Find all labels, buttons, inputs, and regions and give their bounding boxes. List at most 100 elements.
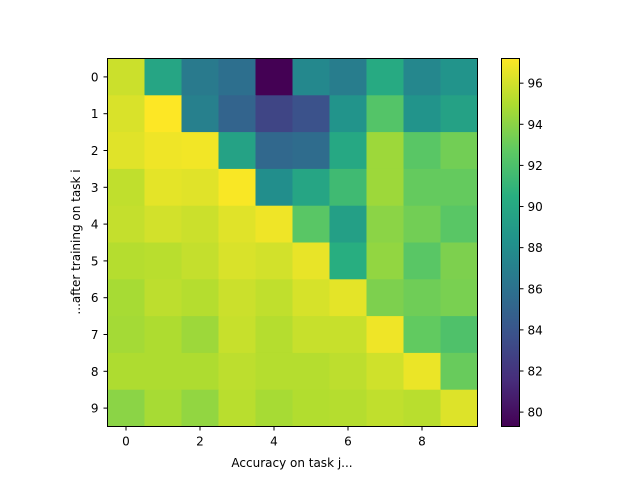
colorbar-tick-label: 82 [528,364,543,378]
heatmap-cell [181,352,219,391]
heatmap-cell [181,242,219,280]
heatmap-cell [329,132,367,170]
heatmap-cell [329,242,367,280]
heatmap-cell [107,352,145,391]
heatmap-cell [329,168,367,207]
heatmap-cell [181,389,219,427]
heatmap-cell [403,389,441,427]
heatmap-cell [292,168,330,207]
heatmap-cell [218,242,256,280]
x-tick-label: 2 [196,435,204,449]
y-tick-label: 2 [91,144,99,158]
heatmap-cell [292,279,330,317]
heatmap-cell [440,352,478,391]
heatmap-cell [440,132,478,170]
heatmap-cell [403,242,441,280]
x-tick-label: 6 [344,435,352,449]
y-tick-label: 4 [91,218,99,232]
heatmap-cell [181,132,219,170]
heatmap-cell [366,279,404,317]
heatmap-cell [144,168,182,207]
heatmap-cell [366,95,404,133]
heatmap-cell [366,58,404,96]
colorbar-tick-label: 88 [528,241,543,255]
heatmap-cell [144,205,182,243]
heatmap-cell [366,352,404,391]
y-tick-label: 6 [91,291,99,305]
y-axis-label: ...after training on task i [69,169,83,314]
heatmap-cell [292,316,330,354]
heatmap-cell [366,132,404,170]
heatmap-cell [218,205,256,243]
heatmap-cell [255,168,293,207]
heatmap-cell [218,132,256,170]
colorbar-tick-label: 94 [528,118,543,132]
heatmap-cell [329,389,367,427]
heatmap-cell [366,316,404,354]
heatmap-cell [107,205,145,243]
colorbar-ticks: 80 82 84 86 88 90 92 94 96 [519,77,543,420]
heatmap-cell [440,389,478,427]
heatmap-cell [255,132,293,170]
heatmap-cell [144,316,182,354]
heatmap-cell [329,95,367,133]
heatmap-cell [144,58,182,96]
heatmap-cell [107,242,145,280]
heatmap-cell [107,389,145,427]
heatmap-cell [218,389,256,427]
heatmap-cell [440,205,478,243]
heatmap-cell [107,58,145,96]
colorbar-tick-label: 92 [528,159,543,173]
heatmap-cell [181,95,219,133]
heatmap-cell [181,168,219,207]
heatmap-cell [440,95,478,133]
y-tick-label: 7 [91,328,99,342]
heatmap-cell [107,316,145,354]
heatmap-cell [255,316,293,354]
heatmap-cell [403,279,441,317]
heatmap-cell [403,95,441,133]
heatmap-cell [144,389,182,427]
plot-frame [107,58,478,427]
heatmap-cell [440,242,478,280]
heatmap-cell [255,242,293,280]
heatmap-cell [329,279,367,317]
heatmap-cell [107,168,145,207]
heatmap-cell [144,132,182,170]
heatmap-cell [403,352,441,391]
heatmap-cell [292,132,330,170]
heatmap-cell [181,279,219,317]
heatmap-cell [292,389,330,427]
heatmap-cell [144,95,182,133]
heatmap-cell [329,205,367,243]
heatmap-cell [218,279,256,317]
heatmap-cell [403,132,441,170]
heatmap-cell [181,205,219,243]
heatmap-cell [366,168,404,207]
heatmap-cell [218,58,256,96]
heatmap-cell [440,58,478,96]
heatmap-cell [218,168,256,207]
colorbar-tick-label: 96 [528,77,543,91]
heatmap-cell [403,205,441,243]
heatmap-cell [292,352,330,391]
heatmap-cell [329,316,367,354]
colorbar-tick-label: 80 [528,406,543,420]
heatmap-cell [366,205,404,243]
heatmap-cell [255,95,293,133]
x-tick-label: 0 [122,435,130,449]
heatmap-cell [218,95,256,133]
colorbar-tick-label: 84 [528,323,543,337]
heatmap-cell [107,95,145,133]
x-tick-label: 8 [418,435,426,449]
heatmap-cell [366,389,404,427]
heatmap-cell [107,279,145,317]
heatmap-cell [403,316,441,354]
y-axis-ticks: 0 1 2 3 4 5 6 7 8 9 [91,70,108,416]
heatmap-cell [255,352,293,391]
y-tick-label: 9 [91,402,99,416]
heatmap-cell [255,279,293,317]
heatmap-cell [144,242,182,280]
heatmap-cell [144,279,182,317]
heatmap-cell [329,58,367,96]
